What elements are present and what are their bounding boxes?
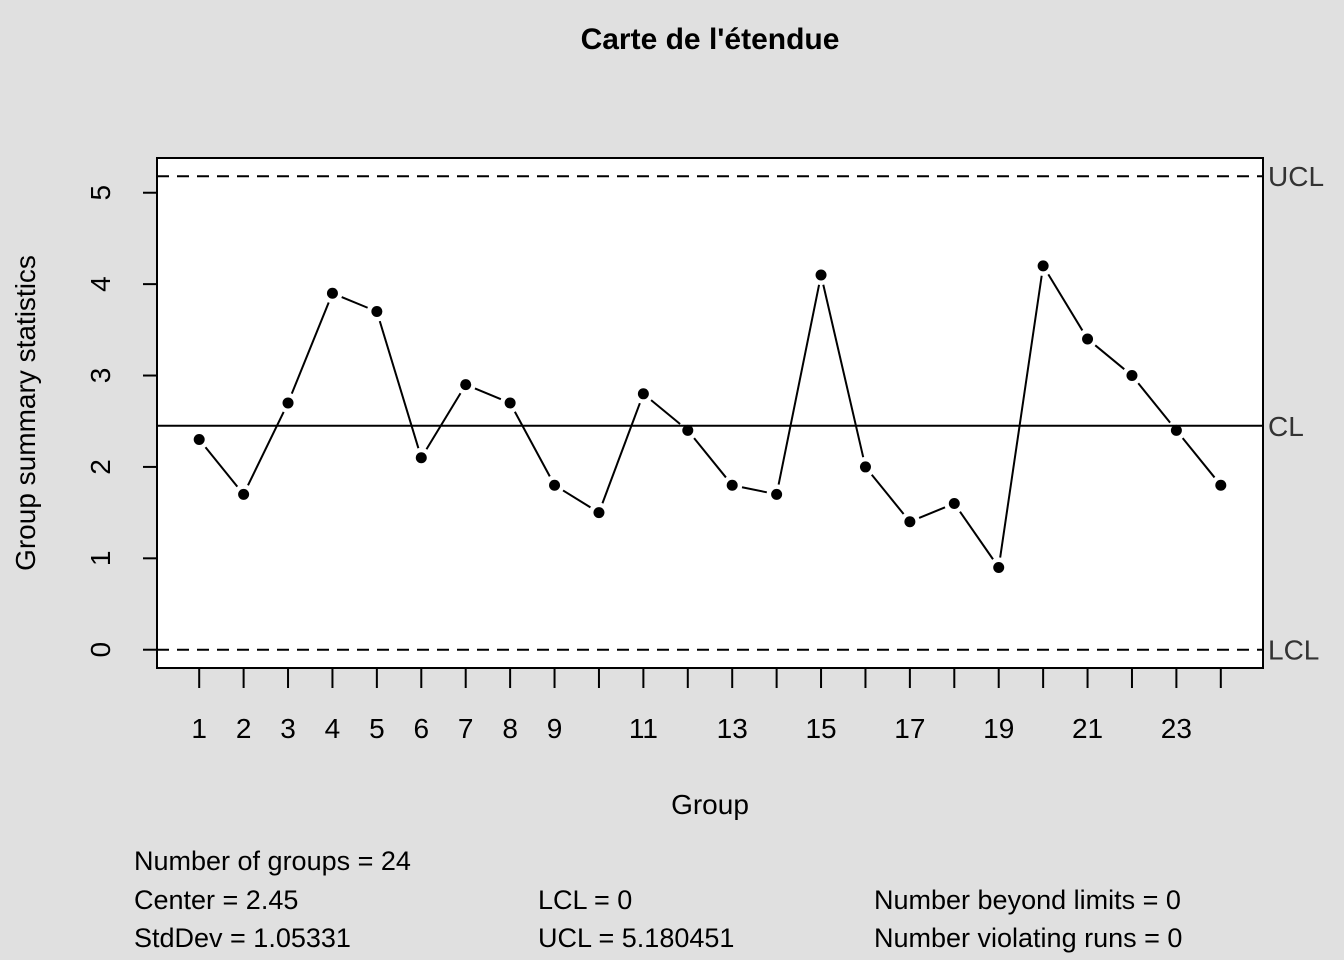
data-point-19 [993,561,1005,573]
series-segment-22 [1137,382,1171,424]
y-axis: 0 1 2 3 4 5 [85,185,157,658]
x-axis-label: Group [671,789,749,820]
x-tick-label-23: 23 [1161,713,1192,744]
series-segment-14 [777,284,821,485]
series-segment-1 [204,446,239,488]
data-point-24 [1215,479,1227,491]
series-segment-2 [247,411,285,486]
x-tick-label-6: 6 [413,713,429,744]
y-tick-label-4: 4 [85,276,116,292]
data-point-1 [193,434,205,446]
range-series [193,260,1227,573]
chart-title: Carte de l'étendue [581,23,840,56]
data-point-16 [859,461,871,473]
x-tick-label-13: 13 [717,713,748,744]
data-point-15 [815,269,827,281]
x-tick-label-5: 5 [369,713,385,744]
data-point-8 [504,397,516,409]
data-point-13 [726,479,738,491]
data-point-22 [1126,370,1138,382]
data-point-5 [371,306,383,318]
series-segment-17 [918,506,946,519]
x-tick-label-4: 4 [325,713,341,744]
ucl-label: UCL [1268,161,1324,192]
plot-area [156,157,1264,669]
data-point-17 [904,516,916,528]
x-tick-label-2: 2 [236,713,252,744]
series-segment-7 [474,387,502,401]
series-segment-19 [999,275,1043,558]
y-tick-label-2: 2 [85,459,116,475]
series-segment-20 [1047,273,1084,331]
series-segment-3 [290,302,330,395]
x-tick-label-7: 7 [458,713,474,744]
x-tick-label-8: 8 [502,713,518,744]
x-tick-label-21: 21 [1072,713,1103,744]
data-point-4 [326,287,338,299]
data-point-14 [771,488,783,500]
series-segment-23 [1181,437,1216,479]
data-point-11 [637,388,649,400]
series-segment-4 [341,296,369,309]
lcl-label: LCL [1268,635,1319,666]
x-tick-label-17: 17 [894,713,925,744]
x-tick-label-1: 1 [191,713,207,744]
series-segment-5 [378,320,420,449]
x-tick-label-3: 3 [280,713,296,744]
data-point-21 [1082,333,1094,345]
series-segment-13 [741,486,768,494]
data-point-12 [682,424,694,436]
data-point-3 [282,397,294,409]
data-point-2 [238,488,250,500]
data-point-9 [549,479,561,491]
series-segment-21 [1094,344,1125,370]
series-segment-9 [562,489,591,509]
control-limits: UCL CL LCL [157,161,1324,666]
y-axis-label: Group summary statistics [10,255,41,571]
data-point-23 [1170,424,1182,436]
series-segment-6 [425,392,462,450]
series-segment-10 [601,402,641,504]
series-segment-18 [959,511,994,560]
data-point-10 [593,507,605,519]
series-segment-15 [822,284,865,458]
x-tick-label-19: 19 [983,713,1014,744]
y-tick-label-0: 0 [85,642,116,658]
data-point-18 [948,497,960,509]
data-point-7 [460,379,472,391]
y-tick-label-3: 3 [85,368,116,384]
y-tick-label-1: 1 [85,551,116,567]
x-tick-label-9: 9 [547,713,563,744]
cl-label: CL [1268,411,1304,442]
series-segment-12 [693,437,727,479]
series-segment-11 [650,399,681,425]
series-segment-16 [870,474,905,515]
data-point-6 [415,452,427,464]
x-tick-label-15: 15 [805,713,836,744]
y-tick-label-5: 5 [85,185,116,201]
x-tick-label-11: 11 [629,713,658,744]
series-segment-8 [513,411,551,477]
x-axis: 1 2 3 4 5 6 7 8 9 11 13 15 17 19 21 23 [191,669,1222,744]
data-point-20 [1037,260,1049,272]
